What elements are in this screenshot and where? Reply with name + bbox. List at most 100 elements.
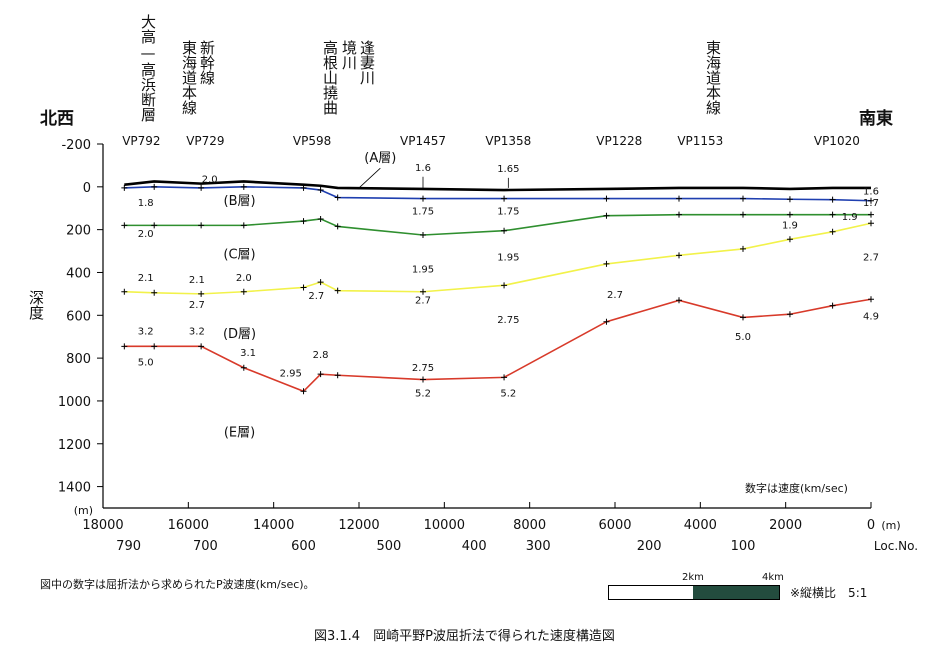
label-tokaido-2: 東海道本線: [704, 40, 722, 115]
boundary-point-A: [603, 195, 610, 202]
refraction-note: 図中の数字は屈折法から求められたP波速度(km/sec)。: [40, 578, 315, 591]
loc-tick-label: 600: [291, 539, 316, 554]
boundary-point-D: [603, 318, 610, 325]
boundary-point-A: [151, 183, 158, 190]
boundary-point-A: [334, 194, 341, 201]
x-axis-label: (m): [881, 519, 900, 532]
velocity-label: 1.6: [415, 163, 431, 174]
boundary-point-C: [829, 228, 836, 235]
boundary-point-A: [121, 184, 128, 191]
boundary-point-B: [240, 222, 247, 229]
x-tick-label: 2000: [769, 518, 802, 533]
boundary-point-B: [501, 227, 508, 234]
velocity-unit-note: 数字は速度(km/sec): [745, 482, 848, 495]
velocity-label: 5.0: [138, 358, 154, 369]
layer-label: (C層): [223, 248, 255, 263]
fault-label-oodaka: 大高—高浜断層: [139, 14, 157, 122]
boundary-point-B: [829, 211, 836, 218]
boundary-point-C: [603, 260, 610, 267]
boundary-point-B: [317, 215, 324, 222]
x-tick-label: 10000: [424, 518, 465, 533]
boundary-point-C: [334, 287, 341, 294]
layer-label: (E層): [224, 425, 255, 440]
boundary-point-B: [300, 218, 307, 225]
boundary-point-A: [786, 196, 793, 203]
y-tick-label: 1400: [58, 481, 91, 496]
boundary-point-D: [334, 372, 341, 379]
layer-label: (B層): [224, 194, 256, 209]
velocity-label: 2.7: [415, 296, 431, 307]
velocity-label: 3.2: [189, 327, 205, 338]
x-tick-label: 16000: [168, 518, 209, 533]
velocity-label: 1.95: [412, 264, 434, 275]
boundary-point-D: [300, 388, 307, 395]
boundary-point-D: [868, 296, 874, 303]
vp-label: VP729: [186, 134, 224, 148]
velocity-label: 1.75: [497, 207, 519, 218]
scale-bar: [608, 585, 780, 600]
boundary-point-C: [240, 288, 247, 295]
boundary-point-B: [334, 223, 341, 230]
y-tick-label: 600: [66, 309, 91, 324]
velocity-label: 2.7: [189, 300, 205, 311]
velocity-label: 2.8: [313, 350, 329, 361]
velocity-label: 1.8: [138, 198, 154, 209]
boundary-point-D: [501, 374, 508, 381]
scale-bar-filled: [693, 586, 779, 599]
boundary-point-A: [420, 195, 426, 202]
boundary-point-D: [121, 343, 128, 350]
y-tick-label: 0: [83, 181, 91, 196]
boundary-point-D: [198, 343, 205, 350]
loc-tick-label: 100: [731, 539, 756, 554]
loc-axis-label: Loc.No.: [874, 539, 918, 553]
boundary-point-D: [786, 311, 793, 318]
label-takane-flexure: 高根山撓曲: [321, 40, 339, 115]
scale-tick-2km: 2km: [682, 572, 704, 583]
velocity-label: 2.7: [607, 290, 623, 301]
boundary-point-D: [829, 302, 836, 309]
velocity-label: 1.9: [842, 212, 858, 223]
direction-northwest: 北西: [40, 109, 74, 129]
layer-boundary-D: [124, 298, 872, 393]
scale-tick-4km: 4km: [762, 572, 784, 583]
boundary-point-C: [740, 245, 746, 252]
y-unit-label: (m): [74, 504, 93, 517]
boundary-point-D: [240, 364, 247, 371]
boundary-point-B: [868, 211, 874, 218]
boundary-point-C: [868, 220, 874, 227]
boundary-point-D: [151, 343, 158, 350]
layer-boundary-ground: [124, 180, 871, 192]
boundary-point-A: [300, 184, 307, 191]
vp-label: VP1020: [814, 134, 860, 148]
boundary-point-C: [300, 284, 307, 291]
x-tick-label: 18000: [82, 518, 123, 533]
boundary-point-C: [676, 252, 682, 259]
x-tick-label: 12000: [338, 518, 379, 533]
velocity-label: 2.7: [863, 253, 879, 264]
boundary-point-A: [676, 195, 682, 202]
boundary-point-B: [676, 211, 682, 218]
y-tick-label: 400: [66, 266, 91, 281]
boundary-point-C: [121, 288, 128, 295]
boundary-point-A: [740, 195, 746, 202]
velocity-label: 1.95: [497, 253, 519, 264]
velocity-label: 2.95: [280, 368, 302, 379]
velocity-label: 2.75: [412, 363, 434, 374]
loc-tick-label: 700: [193, 539, 218, 554]
boundary-point-A: [198, 184, 205, 191]
boundary-point-B: [786, 211, 793, 218]
label-shinkansen: 新幹線: [198, 40, 216, 85]
x-tick-label: 6000: [598, 518, 631, 533]
loc-tick-label: 500: [376, 539, 401, 554]
loc-tick-label: 200: [637, 539, 662, 554]
loc-tick-label: 790: [116, 539, 141, 554]
vp-label: VP598: [293, 134, 331, 148]
y-tick-label: -200: [61, 138, 91, 153]
boundary-point-B: [740, 211, 746, 218]
velocity-label: 3.1: [240, 348, 256, 359]
vp-label: VP792: [122, 134, 160, 148]
loc-tick-label: 300: [526, 539, 551, 554]
direction-southeast: 南東: [859, 109, 893, 129]
velocity-label: 1.7: [863, 198, 879, 209]
